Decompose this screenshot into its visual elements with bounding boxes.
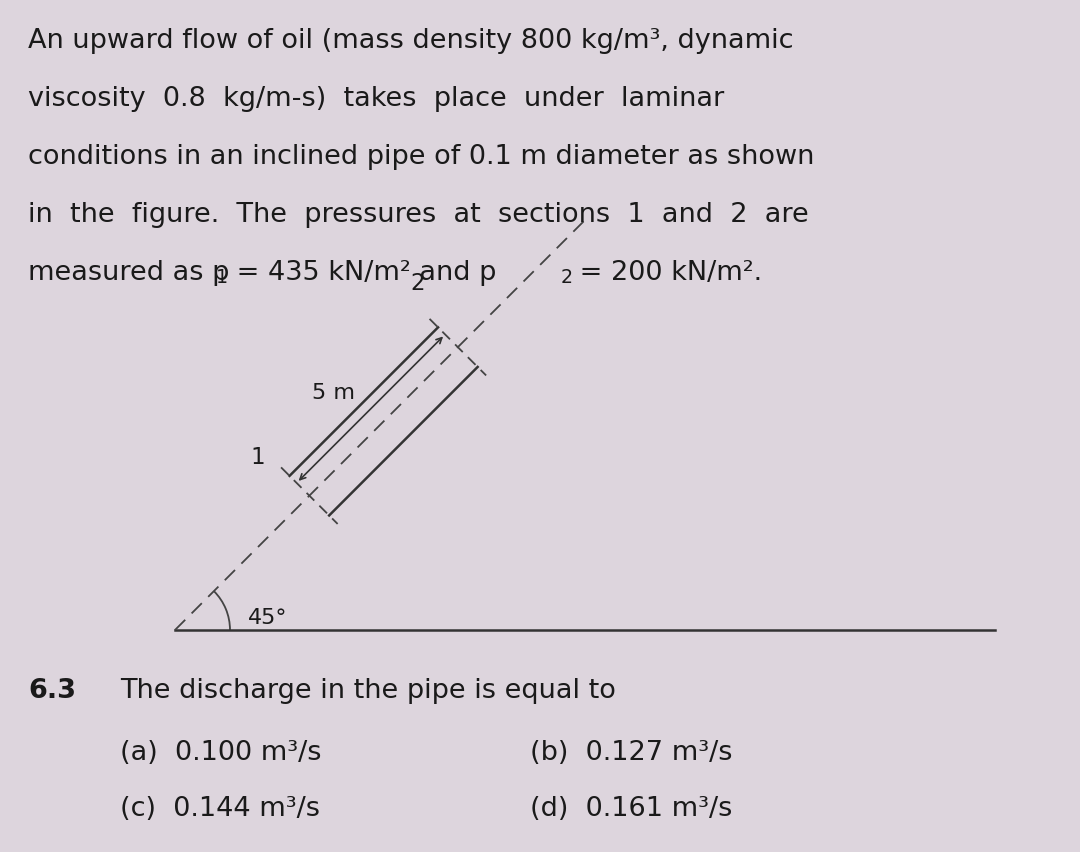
Text: in  the  figure.  The  pressures  at  sections  1  and  2  are: in the figure. The pressures at sections… (28, 202, 809, 228)
Text: = 435 kN/m² and p: = 435 kN/m² and p (228, 260, 497, 286)
Text: 1: 1 (251, 446, 266, 469)
Text: The discharge in the pipe is equal to: The discharge in the pipe is equal to (120, 678, 616, 704)
Text: viscosity  0.8  kg/m-s)  takes  place  under  laminar: viscosity 0.8 kg/m-s) takes place under … (28, 86, 725, 112)
Text: 2: 2 (561, 268, 573, 287)
Text: (c)  0.144 m³/s: (c) 0.144 m³/s (120, 796, 320, 822)
Text: (d)  0.161 m³/s: (d) 0.161 m³/s (530, 796, 732, 822)
Text: An upward flow of oil (mass density 800 kg/m³, dynamic: An upward flow of oil (mass density 800 … (28, 28, 794, 54)
Text: 45°: 45° (248, 608, 287, 628)
Text: (a)  0.100 m³/s: (a) 0.100 m³/s (120, 740, 322, 766)
Text: 6.3: 6.3 (28, 678, 76, 704)
Text: 5 m: 5 m (312, 383, 355, 403)
Text: 2: 2 (410, 272, 424, 295)
Text: conditions in an inclined pipe of 0.1 m diameter as shown: conditions in an inclined pipe of 0.1 m … (28, 144, 814, 170)
Text: (b)  0.127 m³/s: (b) 0.127 m³/s (530, 740, 732, 766)
Text: 1: 1 (216, 268, 228, 287)
Text: measured as p: measured as p (28, 260, 229, 286)
Text: = 200 kN/m².: = 200 kN/m². (571, 260, 762, 286)
